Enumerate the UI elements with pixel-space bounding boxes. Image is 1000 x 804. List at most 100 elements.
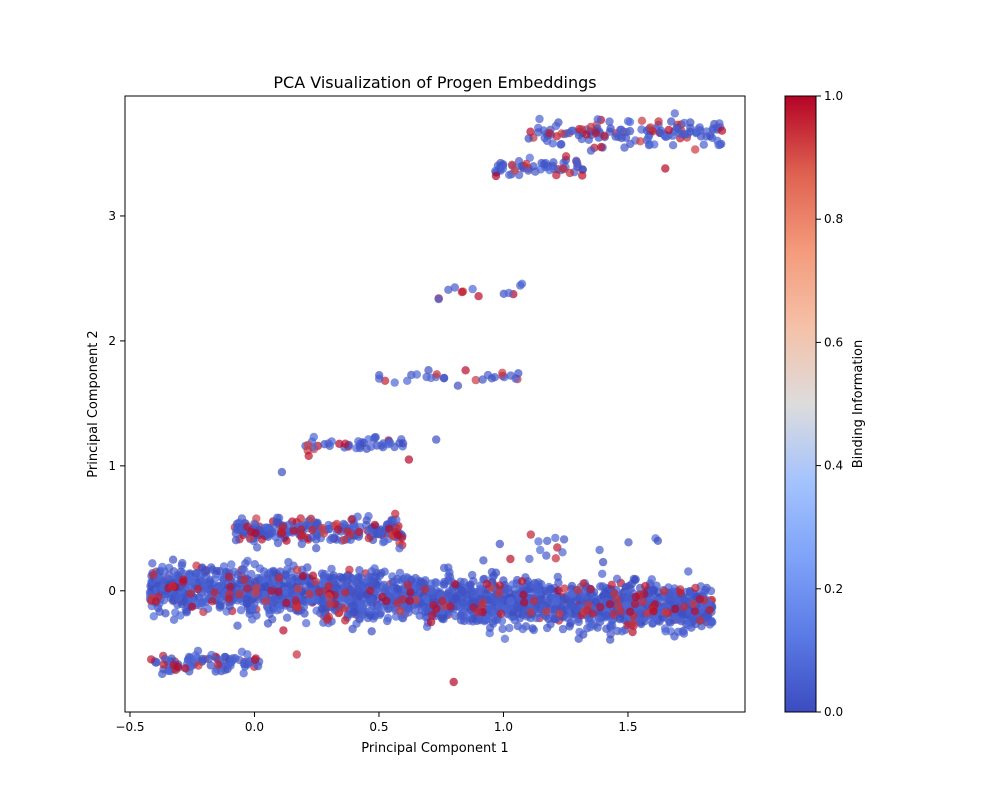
- data-point: [678, 609, 687, 619]
- data-point: [558, 164, 568, 173]
- data-point: [250, 655, 260, 664]
- colorbar-tick-label: 0.0: [824, 705, 843, 719]
- data-point: [514, 604, 524, 613]
- data-point: [364, 534, 373, 543]
- x-axis: −0.5 0.0 0.5 1.0 1.5: [115, 712, 638, 734]
- data-point: [220, 652, 229, 662]
- data-point: [329, 571, 338, 580]
- data-point: [557, 129, 566, 138]
- data-point: [644, 133, 653, 142]
- data-point: [391, 509, 400, 518]
- data-point: [324, 581, 333, 591]
- chart-title: PCA Visualization of Progen Embeddings: [273, 73, 596, 92]
- data-point: [456, 611, 465, 620]
- data-point: [168, 582, 177, 591]
- data-point: [487, 374, 496, 383]
- data-point: [416, 577, 425, 586]
- x-tick-label: 1.0: [494, 720, 513, 734]
- data-point: [252, 543, 262, 552]
- data-point: [348, 624, 357, 634]
- data-point: [598, 569, 607, 578]
- data-point: [158, 669, 167, 679]
- data-point: [536, 595, 545, 604]
- data-point: [439, 615, 448, 624]
- data-point: [293, 584, 303, 593]
- data-point: [296, 525, 306, 534]
- data-point: [451, 580, 460, 589]
- data-point: [354, 527, 364, 537]
- data-point: [386, 439, 395, 448]
- data-point: [403, 580, 413, 590]
- data-point: [543, 536, 552, 546]
- data-point: [534, 537, 543, 546]
- data-point: [545, 129, 554, 138]
- data-point: [341, 616, 350, 625]
- data-point: [184, 655, 193, 664]
- data-point: [605, 117, 614, 126]
- data-point: [382, 596, 391, 606]
- data-point: [502, 604, 511, 613]
- data-point: [364, 435, 373, 444]
- data-point: [614, 601, 623, 610]
- data-point: [653, 536, 663, 545]
- data-point: [207, 563, 216, 572]
- data-point: [240, 575, 249, 584]
- data-point: [398, 439, 408, 448]
- data-point: [578, 171, 587, 180]
- data-point: [471, 375, 480, 385]
- data-point: [282, 598, 291, 608]
- data-point: [174, 593, 183, 603]
- data-point: [353, 584, 362, 594]
- data-point: [526, 127, 535, 136]
- data-point: [573, 159, 582, 168]
- data-point: [205, 577, 215, 586]
- data-point: [298, 571, 307, 581]
- x-tick-label: −0.5: [115, 720, 144, 734]
- data-point: [656, 126, 666, 135]
- data-point: [678, 627, 687, 636]
- data-point: [308, 525, 317, 535]
- data-point: [324, 592, 334, 601]
- data-point: [206, 661, 215, 670]
- data-point: [255, 564, 264, 573]
- data-point: [536, 545, 545, 555]
- data-point: [320, 569, 329, 579]
- y-tick-label: 2: [108, 334, 116, 348]
- data-point: [612, 574, 622, 583]
- data-point: [181, 664, 190, 673]
- data-point: [624, 538, 633, 547]
- data-point: [406, 588, 415, 597]
- data-point: [179, 569, 188, 578]
- data-point: [529, 596, 539, 606]
- data-point: [588, 609, 598, 618]
- data-point: [345, 565, 354, 574]
- data-point: [529, 162, 538, 171]
- data-point: [227, 560, 236, 569]
- data-point: [668, 141, 678, 150]
- data-point: [450, 283, 459, 292]
- data-point: [648, 619, 658, 628]
- data-point: [424, 366, 433, 375]
- data-point: [279, 626, 288, 635]
- data-point: [185, 574, 195, 584]
- data-point: [545, 166, 554, 175]
- y-tick-label: 0: [108, 584, 116, 598]
- data-point: [555, 609, 564, 618]
- data-point: [705, 605, 714, 615]
- data-point: [366, 586, 375, 595]
- data-point: [337, 573, 346, 583]
- data-point: [293, 603, 302, 613]
- data-point: [620, 143, 629, 152]
- data-point: [526, 608, 535, 617]
- data-point: [605, 600, 615, 609]
- data-point: [420, 585, 430, 594]
- data-point: [262, 523, 271, 532]
- data-point: [586, 146, 596, 155]
- data-point: [671, 604, 680, 614]
- data-point: [684, 567, 693, 576]
- data-point: [168, 555, 178, 564]
- data-point: [495, 539, 504, 549]
- data-point: [243, 522, 252, 531]
- data-point: [242, 594, 251, 603]
- data-point: [498, 368, 507, 377]
